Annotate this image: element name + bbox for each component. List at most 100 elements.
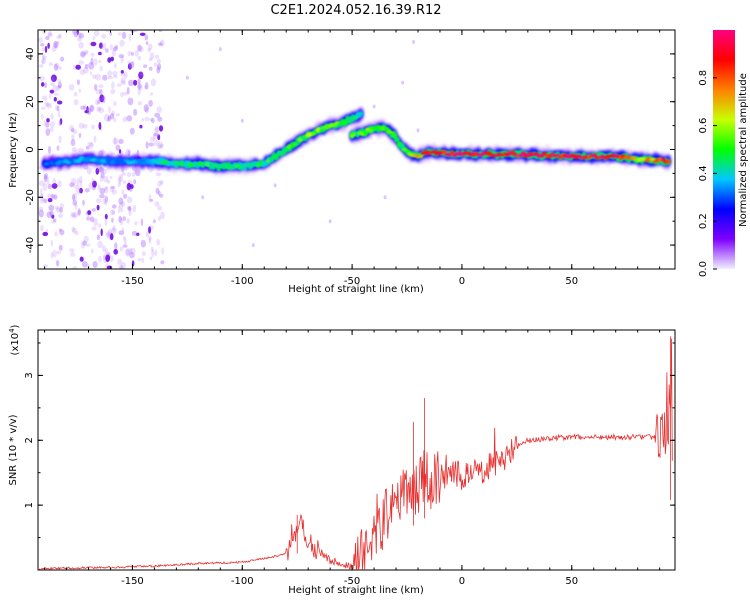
noise-speckle [111, 210, 116, 215]
noise-speckle [149, 198, 153, 202]
noise-speckle [70, 138, 76, 147]
noise-speckle [126, 172, 132, 178]
noise-speckle [127, 50, 132, 57]
noise-speckle [94, 84, 98, 91]
noise-speckle [73, 99, 79, 106]
noise-speckle [43, 120, 46, 127]
noise-speckle [120, 92, 124, 98]
spectrogram-x-label: Height of straight line (km) [288, 284, 424, 295]
noise-speckle [102, 245, 106, 253]
noise-speckle [111, 217, 114, 223]
noise-speckle [130, 247, 136, 255]
trace-blob [237, 165, 243, 170]
noise-speckle [118, 230, 125, 236]
noise-speckle [78, 88, 82, 93]
chart-title: C2E1.2024.052.16.39.R12 [270, 3, 441, 18]
trace-blob [273, 154, 280, 159]
noise-speckle [118, 54, 125, 59]
noise-speckle [57, 79, 62, 83]
noise-speckle [122, 180, 127, 185]
noise-speckle [157, 63, 162, 71]
noise-speckle [145, 41, 149, 45]
noise-speckle [127, 205, 132, 211]
noise-speckle [90, 41, 97, 47]
noise-speckle [104, 213, 108, 220]
y-tick-label: 20 [25, 95, 36, 108]
noise-speckle [87, 141, 94, 147]
noise-speckle [123, 71, 128, 79]
noise-speckle [127, 63, 132, 70]
noise-speckle [80, 241, 85, 249]
noise-speckle [137, 78, 141, 84]
noise-speckle [58, 244, 63, 251]
noise-speckle [127, 97, 134, 106]
noise-speckle [110, 185, 116, 190]
noise-speckle [113, 137, 117, 145]
noise-speckle [157, 205, 163, 211]
noise-speckle [42, 55, 47, 60]
noise-speckle [52, 84, 58, 93]
noise-speckle [48, 145, 51, 154]
noise-speckle [120, 56, 124, 64]
trace-blob [389, 131, 395, 134]
noise-speckle [98, 121, 102, 130]
noise-speckle [150, 78, 157, 87]
noise-speckle [118, 197, 124, 205]
noise-speckle [122, 216, 126, 221]
spectrogram-y-ticks: -40 -20 0 20 40 [25, 29, 675, 270]
noise-speckle [43, 175, 48, 183]
noise-speckle [56, 105, 60, 112]
noise-speckle [86, 167, 92, 175]
noise-speckle [91, 248, 94, 254]
noise-speckle [54, 41, 58, 48]
noise-speckle [131, 172, 136, 177]
noise-speckle [113, 63, 117, 69]
noise-speckle [95, 167, 100, 175]
noise-speckle [126, 218, 130, 224]
noise-speckle [78, 33, 85, 39]
trace-blob [279, 150, 285, 154]
noise-speckle [150, 136, 155, 142]
snr-y-multiplier: (x104) [8, 324, 21, 355]
noise-speckle [141, 251, 146, 257]
noise-speckle [144, 106, 149, 114]
noise-speckle [328, 219, 332, 224]
noise-speckle [49, 89, 55, 94]
noise-speckle [73, 91, 78, 97]
noise-speckle [111, 81, 115, 89]
noise-speckle [95, 88, 101, 95]
noise-speckle [122, 116, 128, 123]
noise-speckle [100, 150, 107, 156]
noise-speckle [119, 265, 124, 269]
noise-speckle [50, 74, 57, 82]
noise-speckle [56, 66, 62, 71]
noise-speckle [56, 85, 61, 92]
noise-speckle [148, 99, 153, 107]
noise-speckle [135, 168, 141, 177]
noise-speckle [72, 30, 76, 36]
colorbar-tick-label: 0.6 [698, 118, 709, 134]
colorbar-ticks: 0.0 0.2 0.4 0.6 0.8 [698, 70, 717, 277]
noise-speckle [58, 120, 62, 126]
snr-y-label: SNR (10 * v/v) [8, 414, 19, 485]
noise-speckle [50, 113, 54, 120]
noise-speckle [128, 247, 133, 255]
noise-speckle [54, 231, 58, 237]
noise-speckle [124, 237, 127, 246]
noise-speckle [105, 232, 111, 239]
noise-speckle [150, 246, 154, 252]
x-tick-label: -150 [121, 576, 144, 587]
noise-speckle [120, 201, 126, 207]
noise-speckle [117, 32, 122, 36]
trace-blob [268, 158, 274, 162]
noise-speckle [117, 258, 123, 266]
noise-speckle [89, 142, 94, 149]
noise-speckle [153, 132, 156, 141]
noise-speckle [120, 80, 127, 85]
noise-speckle [121, 172, 127, 176]
colorbar: 0.0 0.2 0.4 0.6 0.8 Normalized spectral ampl… [698, 30, 749, 277]
noise-speckle [90, 57, 94, 65]
noise-speckle [109, 44, 113, 51]
noise-speckle [78, 31, 82, 40]
